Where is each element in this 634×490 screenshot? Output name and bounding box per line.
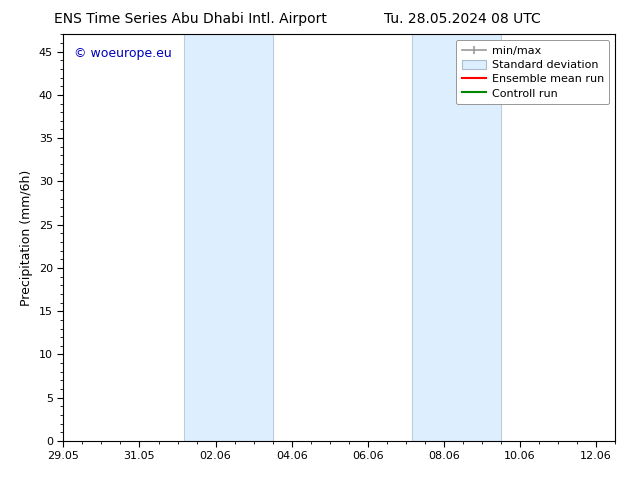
Bar (412, 34, 501, 441)
Bar (184, 34, 273, 441)
Legend: min/max, Standard deviation, Ensemble mean run, Controll run: min/max, Standard deviation, Ensemble me… (456, 40, 609, 104)
Text: Tu. 28.05.2024 08 UTC: Tu. 28.05.2024 08 UTC (384, 12, 541, 26)
Text: © woeurope.eu: © woeurope.eu (74, 47, 172, 59)
Y-axis label: Precipitation (mm/6h): Precipitation (mm/6h) (20, 170, 34, 306)
Text: ENS Time Series Abu Dhabi Intl. Airport: ENS Time Series Abu Dhabi Intl. Airport (54, 12, 327, 26)
